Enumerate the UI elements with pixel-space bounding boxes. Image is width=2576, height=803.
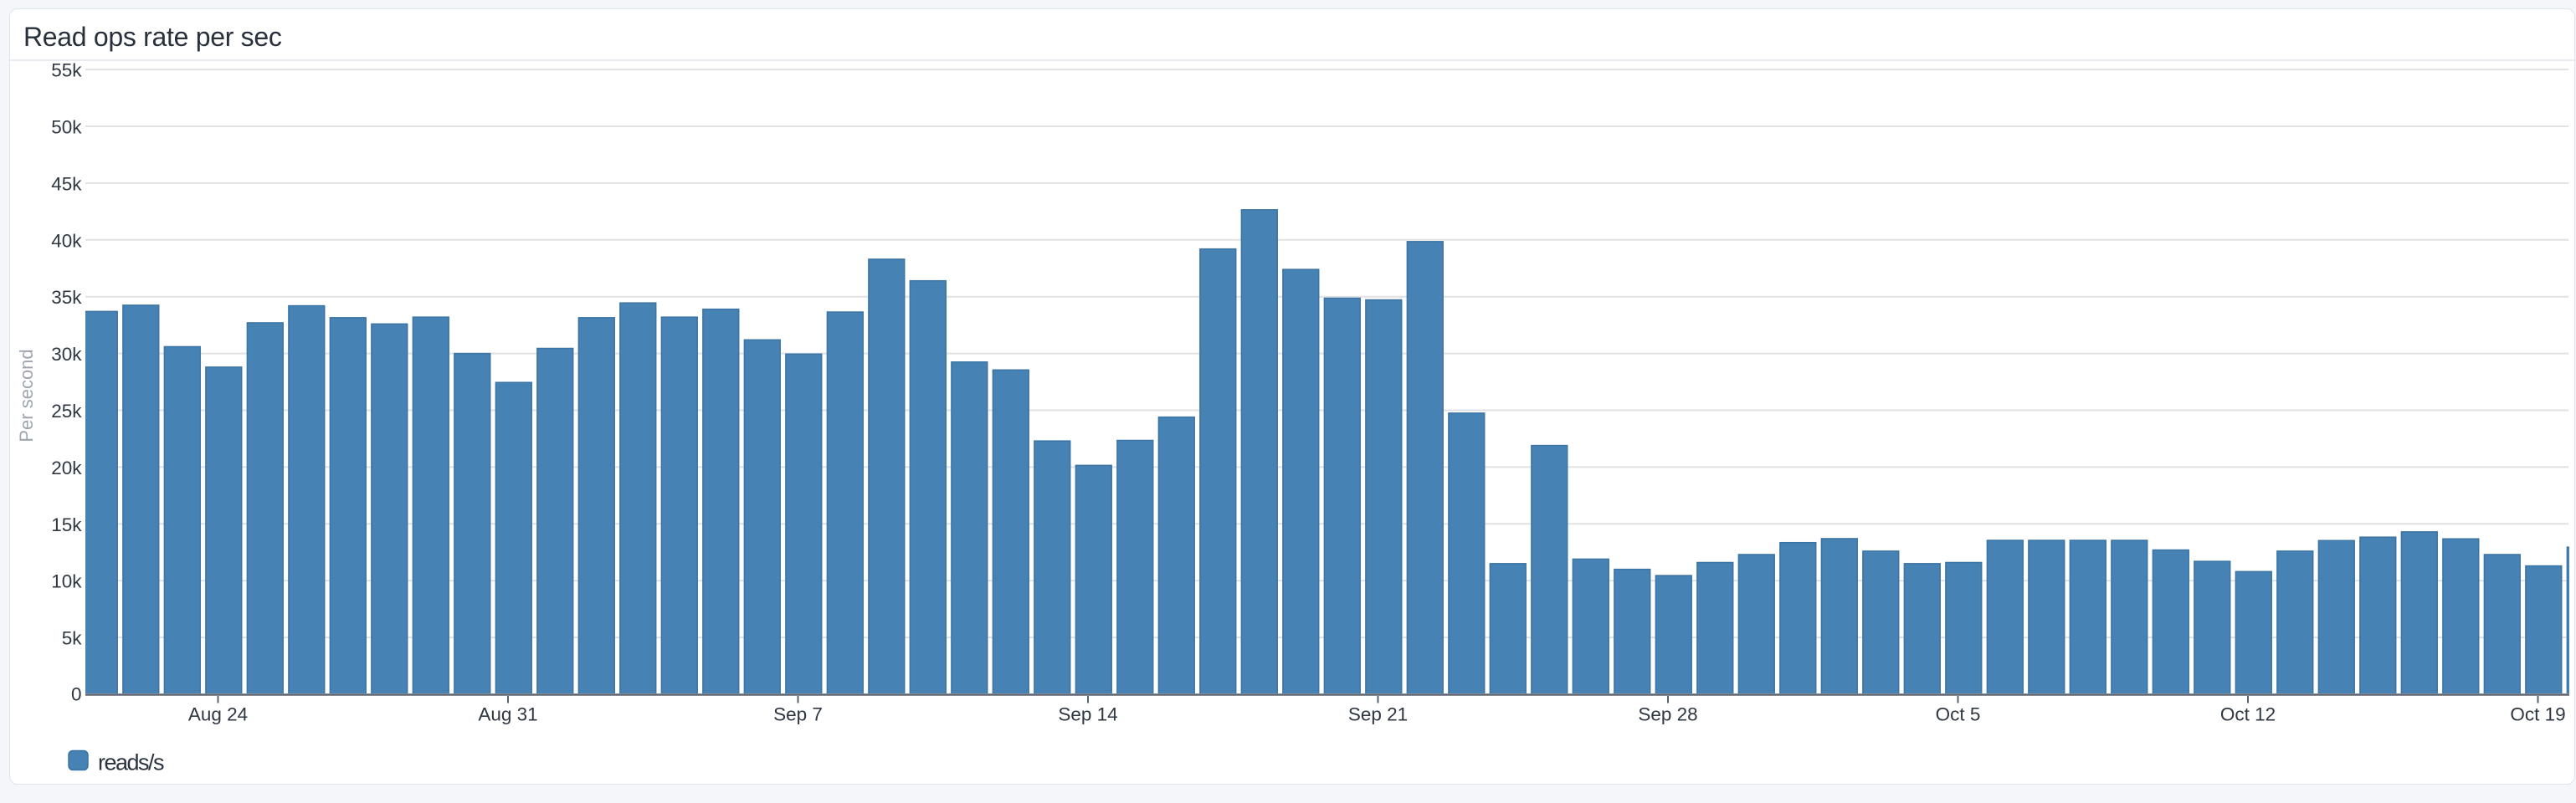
svg-text:Sep 21: Sep 21 xyxy=(1348,704,1408,725)
svg-text:Sep 14: Sep 14 xyxy=(1058,704,1117,725)
svg-text:45k: 45k xyxy=(51,173,82,194)
svg-text:Oct 5: Oct 5 xyxy=(1936,704,1981,725)
svg-text:50k: 50k xyxy=(51,117,82,138)
svg-text:30k: 30k xyxy=(51,344,82,365)
svg-text:Oct 12: Oct 12 xyxy=(2220,704,2276,725)
svg-text:Aug 24: Aug 24 xyxy=(188,704,248,725)
svg-text:35k: 35k xyxy=(51,287,82,308)
svg-text:25k: 25k xyxy=(51,401,82,422)
svg-text:Aug 31: Aug 31 xyxy=(478,704,537,725)
svg-text:40k: 40k xyxy=(51,230,82,251)
svg-text:55k: 55k xyxy=(51,60,82,81)
svg-text:Sep 7: Sep 7 xyxy=(773,704,823,725)
svg-text:5k: 5k xyxy=(62,628,83,649)
svg-text:Per second: Per second xyxy=(16,349,37,442)
svg-text:10k: 10k xyxy=(51,571,82,592)
svg-text:Sep 28: Sep 28 xyxy=(1638,704,1697,725)
svg-text:20k: 20k xyxy=(51,458,82,478)
svg-text:15k: 15k xyxy=(51,514,82,535)
svg-text:reads/s: reads/s xyxy=(98,750,164,775)
svg-text:0: 0 xyxy=(71,684,82,705)
svg-text:Oct 19: Oct 19 xyxy=(2510,704,2565,725)
